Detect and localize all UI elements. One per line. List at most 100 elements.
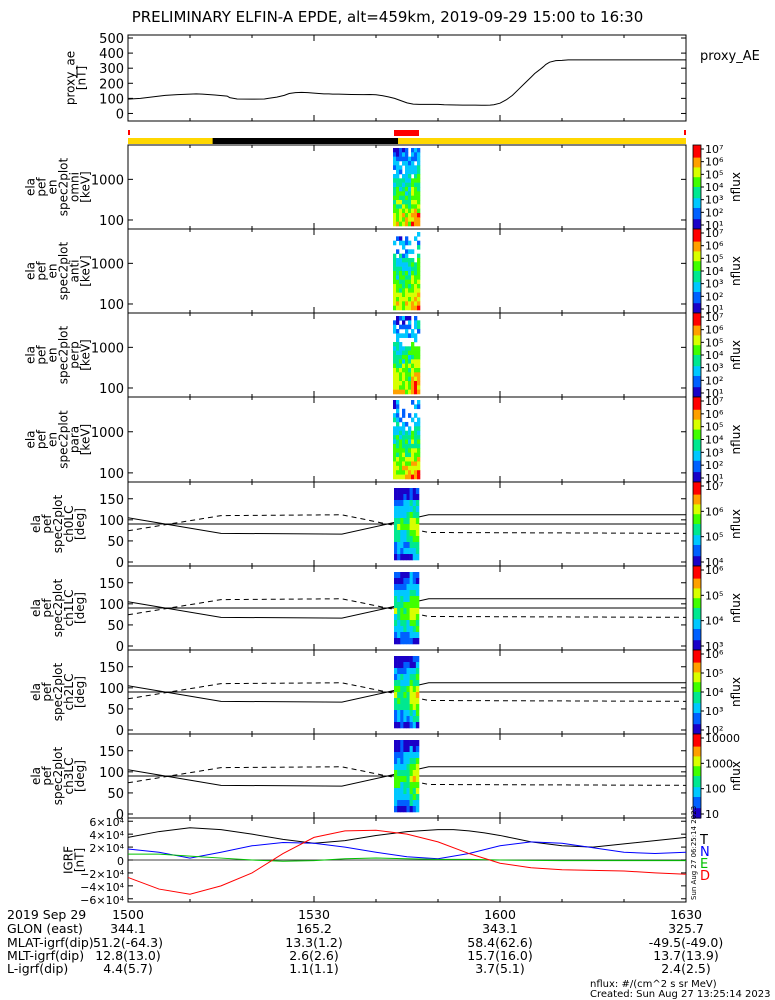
- colorbar-segment: [693, 752, 701, 755]
- colorbar-segment: [693, 209, 701, 212]
- pitch-angle-cell: [403, 518, 407, 525]
- pitch-angle-cell: [412, 800, 417, 807]
- spectrogram-cell: [408, 297, 412, 302]
- spectrogram-cell: [414, 156, 418, 162]
- colorbar-segment: [693, 620, 701, 623]
- anti-loss-cone-line: [127, 682, 687, 702]
- spectrogram-cell: [414, 320, 418, 325]
- spectrogram-cell: [405, 385, 409, 390]
- spectrogram-cell: [414, 195, 418, 201]
- pitch-angle-cell: [415, 596, 420, 603]
- spectrogram-cell: [417, 208, 421, 214]
- colorbar-segment: [693, 487, 701, 490]
- colorbar-segment: [693, 196, 701, 199]
- spectrogram-cell: [408, 435, 412, 440]
- spectrogram-cell: [411, 292, 415, 298]
- pitch-angle-cell: [409, 776, 414, 783]
- pitch-angle-cell: [394, 488, 398, 495]
- spectrogram-cell: [402, 452, 406, 458]
- spectrogram-cell: [417, 443, 421, 449]
- colorbar-tick-label: 10³: [705, 362, 723, 375]
- spectrogram-cell: [393, 152, 397, 157]
- pitch-angle-cell: [403, 710, 407, 717]
- spectrogram-cell: [396, 262, 400, 267]
- colorbar-segment: [693, 489, 701, 491]
- colorbar-segment: [693, 591, 701, 594]
- pitch-angle-cell: [415, 704, 420, 711]
- colorbar-segment: [693, 665, 701, 668]
- colorbar-label: nflux: [729, 761, 743, 791]
- colorbar-tick-label: 10²: [705, 459, 723, 472]
- proxy-ae-ylabel: proxy_ae[nT]: [64, 51, 89, 105]
- pitch-angle-cell: [409, 536, 414, 543]
- colorbar-segment: [693, 264, 701, 266]
- orbit-sun-bar: [128, 138, 686, 144]
- colorbar-segment: [693, 791, 701, 794]
- spectrogram-cell: [402, 271, 406, 276]
- colorbar-tick-label: 10⁵: [705, 168, 723, 181]
- y-tick-label: 100: [99, 214, 124, 229]
- pitch-angle-cell: [400, 548, 404, 555]
- spectrogram-cell: [402, 221, 406, 227]
- colorbar-segment: [693, 484, 701, 487]
- colorbar-segment: [693, 615, 701, 617]
- spectrogram-cell: [396, 457, 400, 462]
- spectrogram-cell: [399, 346, 403, 351]
- pitch-angle-cell: [409, 632, 414, 639]
- colorbar-segment: [693, 594, 701, 596]
- spectrogram-cell: [405, 213, 409, 218]
- pitch-angle-cell: [400, 668, 404, 675]
- pitch-angle-cell: [403, 524, 407, 531]
- y-tick-label: 200: [99, 77, 124, 92]
- igrf-ylabel: IGRF[nT]: [62, 846, 87, 874]
- colorbar-segment: [693, 285, 701, 287]
- colorbar-segment: [693, 402, 701, 405]
- pitch-angle-cell: [394, 692, 398, 699]
- axis-label-line: spec2plot: [51, 662, 65, 721]
- pitch-angle-cell: [412, 764, 417, 771]
- pitch-angle-cell: [415, 698, 420, 705]
- colorbar-segment: [693, 408, 701, 411]
- axis-label-line: [nT]: [73, 848, 87, 872]
- pitch-angle-cell: [409, 626, 414, 633]
- pitch-angle-cell: [400, 626, 404, 633]
- pitch-angle-cell: [406, 782, 410, 789]
- spectrogram-cell: [393, 435, 397, 440]
- pitch-angle-cell: [403, 806, 407, 813]
- pitch-angle-cell: [394, 668, 398, 675]
- spectrogram-cell: [402, 413, 406, 418]
- colorbar-tick-label: 10¹: [705, 219, 723, 232]
- pitch-angle-cell: [409, 638, 414, 645]
- spectrogram-cell: [393, 457, 397, 462]
- colorbar-segment: [693, 680, 701, 683]
- footer-value: 51.2(-64.3): [93, 935, 163, 950]
- pitch-angle-cell: [415, 656, 420, 663]
- pitch-angle-cell: [409, 710, 414, 717]
- colorbar-segment: [693, 543, 701, 546]
- pitch-angle-cell: [403, 590, 407, 597]
- spectrogram-cell: [405, 236, 409, 241]
- axis-label-line: ela: [29, 767, 43, 785]
- pitch-angle-cell: [415, 536, 420, 543]
- axis-label-line: ela: [24, 430, 38, 448]
- pitch-angle-cell: [394, 800, 398, 807]
- spectrogram-cell: [405, 152, 409, 157]
- colorbar-segment: [693, 522, 701, 525]
- axis-label-line: [deg]: [73, 592, 87, 624]
- colorbar-segment: [693, 257, 701, 259]
- pitch-angle-cell: [415, 572, 420, 579]
- colorbar-tick-label: 10⁷: [705, 395, 723, 408]
- colorbar-segment: [693, 490, 701, 493]
- pitch-angle-cell: [397, 806, 401, 813]
- spectrogram-cell: [414, 435, 418, 440]
- pitch-angle-cell: [403, 776, 407, 783]
- colorbar-segment: [693, 250, 701, 252]
- colorbar-segment: [693, 718, 701, 721]
- spectrogram-cell: [417, 417, 421, 423]
- pitch-angle-cell: [403, 674, 407, 681]
- pitch-angle-cell: [409, 548, 414, 555]
- colorbar-segment: [693, 366, 701, 369]
- pitch-angle-cell: [406, 620, 410, 627]
- spectrogram-cell: [414, 430, 418, 436]
- spectrogram-cell: [393, 413, 397, 418]
